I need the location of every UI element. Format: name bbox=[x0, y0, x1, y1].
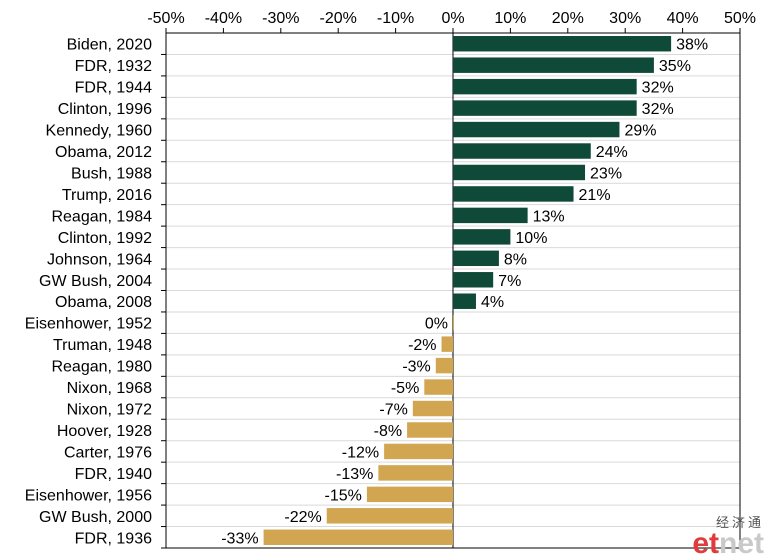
value-label: -2% bbox=[408, 337, 436, 354]
x-tick-label: -20% bbox=[320, 10, 357, 27]
bar bbox=[378, 465, 453, 481]
category-label: Eisenhower, 1956 bbox=[25, 487, 152, 504]
category-label: GW Bush, 2004 bbox=[39, 273, 152, 290]
bar bbox=[384, 443, 453, 460]
bar bbox=[424, 379, 453, 395]
x-tick-label: 20% bbox=[552, 10, 584, 27]
category-label: Nixon, 1972 bbox=[67, 402, 152, 419]
watermark-logo: etnet bbox=[692, 529, 764, 559]
category-label: Reagan, 1980 bbox=[51, 359, 152, 376]
bar bbox=[366, 486, 453, 503]
x-tick-label: 50% bbox=[724, 10, 756, 27]
category-label: Nixon, 1968 bbox=[67, 380, 152, 397]
watermark-cn: 经济通 bbox=[715, 516, 764, 531]
value-label: -12% bbox=[342, 444, 379, 461]
category-label: GW Bush, 2000 bbox=[39, 509, 152, 526]
value-label: -13% bbox=[336, 466, 373, 483]
category-label: Clinton, 1996 bbox=[58, 101, 152, 118]
category-label: FDR, 1944 bbox=[75, 80, 152, 97]
value-label: 7% bbox=[498, 273, 521, 290]
value-label: 38% bbox=[676, 37, 708, 54]
x-tick-label: -50% bbox=[147, 10, 184, 27]
bar bbox=[453, 121, 620, 138]
value-label: -5% bbox=[391, 380, 419, 397]
category-label: Carter, 1976 bbox=[64, 444, 152, 461]
value-label: 24% bbox=[596, 144, 628, 161]
watermark-et: et bbox=[692, 527, 719, 560]
value-label: -3% bbox=[402, 359, 430, 376]
bar bbox=[453, 78, 637, 95]
bar bbox=[326, 508, 453, 524]
bar bbox=[453, 272, 494, 288]
x-tick-label: 40% bbox=[667, 10, 699, 27]
category-label: Clinton, 1992 bbox=[58, 230, 152, 247]
value-label: -15% bbox=[325, 487, 362, 504]
watermark-net: net bbox=[719, 527, 764, 560]
value-label: 32% bbox=[642, 80, 674, 97]
bar bbox=[453, 36, 672, 52]
category-label: Obama, 2012 bbox=[55, 144, 152, 161]
category-label: Bush, 1988 bbox=[71, 165, 152, 182]
value-label: 0% bbox=[425, 316, 448, 333]
bars bbox=[263, 36, 672, 545]
value-label: -33% bbox=[221, 530, 258, 547]
category-label: FDR, 1932 bbox=[75, 58, 152, 75]
value-label: -8% bbox=[374, 423, 402, 440]
value-label: 10% bbox=[515, 230, 547, 247]
bar bbox=[453, 314, 454, 331]
etnet-watermark: 经济通 etnet bbox=[692, 512, 764, 559]
value-label: 21% bbox=[579, 187, 611, 204]
bar bbox=[441, 336, 453, 352]
x-tick-label: 0% bbox=[441, 10, 464, 27]
bar bbox=[453, 100, 637, 116]
x-tick-label: -40% bbox=[205, 10, 242, 27]
bar bbox=[453, 186, 574, 202]
value-label: 13% bbox=[533, 208, 565, 225]
bar bbox=[453, 57, 654, 73]
value-label: 4% bbox=[481, 294, 504, 311]
category-label: Truman, 1948 bbox=[53, 337, 152, 354]
category-label: Kennedy, 1960 bbox=[46, 123, 153, 140]
bar bbox=[412, 400, 453, 417]
bar bbox=[453, 164, 586, 181]
category-label: Obama, 2008 bbox=[55, 294, 152, 311]
category-label: Eisenhower, 1952 bbox=[25, 316, 152, 333]
value-label: 29% bbox=[624, 123, 656, 140]
value-label: 23% bbox=[590, 165, 622, 182]
x-tick-label: 10% bbox=[494, 10, 526, 27]
category-label: FDR, 1940 bbox=[75, 466, 152, 483]
value-label: 35% bbox=[659, 58, 691, 75]
value-label: -22% bbox=[284, 509, 321, 526]
labels: Biden, 2020 38% FDR, 1932 35% FDR, 1944 32% Cl… bbox=[25, 37, 708, 548]
x-tick-label: -30% bbox=[262, 10, 299, 27]
value-label: 32% bbox=[642, 101, 674, 118]
category-label: Johnson, 1964 bbox=[47, 251, 152, 268]
category-label: Reagan, 1984 bbox=[51, 208, 152, 225]
bar bbox=[453, 207, 528, 224]
bar bbox=[453, 143, 591, 159]
category-label: Trump, 2016 bbox=[62, 187, 152, 204]
value-label: -7% bbox=[379, 402, 407, 419]
category-label: Hoover, 1928 bbox=[57, 423, 152, 440]
bar bbox=[453, 293, 476, 309]
x-tick-label: 30% bbox=[609, 10, 641, 27]
bar bbox=[435, 357, 453, 374]
bar bbox=[407, 422, 453, 438]
bar bbox=[263, 529, 453, 545]
category-label: FDR, 1936 bbox=[75, 530, 152, 547]
x-tick-label: -10% bbox=[377, 10, 414, 27]
bar bbox=[453, 250, 499, 267]
axes: -50% -40% -30% -20% -10% 0% 10% 20% 30% 40% 50% bbox=[147, 10, 756, 549]
bar bbox=[453, 229, 511, 245]
value-label: 8% bbox=[504, 251, 527, 268]
category-label: Biden, 2020 bbox=[67, 37, 153, 54]
